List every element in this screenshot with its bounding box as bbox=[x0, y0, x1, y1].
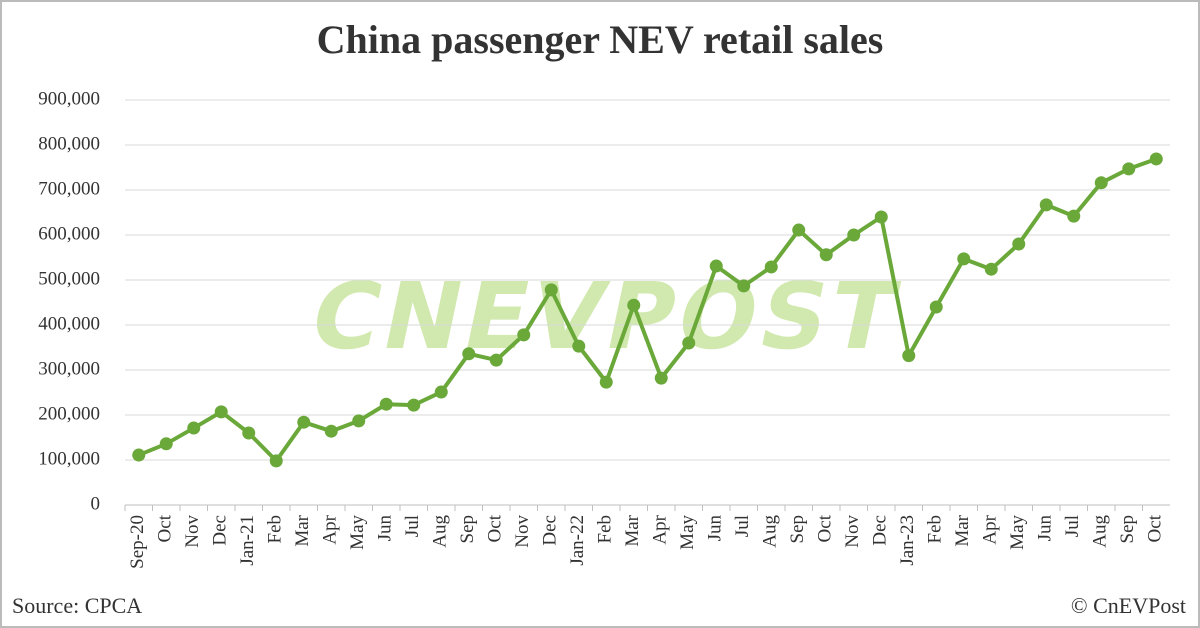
x-tick-label: Apr bbox=[980, 514, 1001, 544]
data-point bbox=[902, 349, 916, 363]
x-tick-label: Feb bbox=[595, 515, 616, 544]
x-tick-label: Mar bbox=[622, 514, 643, 546]
x-tick-label: Sep bbox=[787, 515, 808, 544]
x-tick-label: Nov bbox=[512, 515, 533, 548]
data-point bbox=[874, 210, 888, 224]
chart-title: China passenger NEV retail sales bbox=[317, 17, 884, 62]
data-point bbox=[242, 426, 256, 440]
y-tick-label: 0 bbox=[91, 493, 101, 514]
x-tick-label: Feb bbox=[925, 515, 946, 544]
x-tick-label: Nov bbox=[182, 515, 203, 548]
x-tick-label: Jan-23 bbox=[897, 515, 918, 566]
data-point bbox=[819, 248, 833, 262]
x-tick-label: Sep bbox=[1117, 515, 1138, 544]
data-point bbox=[324, 424, 338, 438]
x-tick-label: Jan-22 bbox=[567, 515, 588, 566]
data-point bbox=[517, 328, 531, 342]
data-point bbox=[682, 336, 696, 350]
data-point bbox=[434, 385, 448, 399]
x-tick-label: Jul bbox=[732, 515, 753, 537]
x-tick-label: Apr bbox=[320, 514, 341, 544]
data-point bbox=[269, 454, 283, 468]
x-tick-label: May bbox=[1007, 515, 1028, 550]
y-tick-label: 100,000 bbox=[38, 448, 100, 469]
y-tick-label: 300,000 bbox=[38, 358, 100, 379]
data-point bbox=[1012, 237, 1026, 251]
x-tick-label: Oct bbox=[1145, 514, 1166, 542]
x-tick-label: Aug bbox=[760, 515, 781, 548]
data-point bbox=[957, 252, 971, 266]
y-tick-label: 900,000 bbox=[38, 88, 100, 109]
x-tick-label: Mar bbox=[292, 514, 313, 546]
data-point bbox=[407, 398, 421, 412]
x-tick-label: May bbox=[347, 515, 368, 550]
x-tick-label: Jan-21 bbox=[237, 515, 258, 566]
x-tick-label: Jun bbox=[705, 515, 726, 542]
x-tick-label: Dec bbox=[870, 515, 891, 546]
y-tick-label: 500,000 bbox=[38, 268, 100, 289]
y-tick-label: 600,000 bbox=[38, 223, 100, 244]
data-point bbox=[792, 223, 806, 237]
x-tick-label: Jun bbox=[1035, 515, 1056, 542]
y-tick-label: 400,000 bbox=[38, 313, 100, 334]
x-tick-label: Nov bbox=[842, 515, 863, 548]
data-point bbox=[544, 283, 558, 297]
x-tick-label: Feb bbox=[265, 515, 286, 544]
x-tick-label: May bbox=[677, 515, 698, 550]
data-point bbox=[627, 298, 641, 312]
x-tick-label: Jun bbox=[375, 515, 396, 542]
data-point bbox=[984, 262, 998, 276]
data-point bbox=[572, 339, 586, 353]
data-point bbox=[132, 448, 146, 462]
data-point bbox=[1067, 209, 1081, 223]
y-tick-label: 800,000 bbox=[38, 133, 100, 154]
x-tick-label: Aug bbox=[1090, 515, 1111, 548]
x-tick-label: Dec bbox=[540, 515, 561, 546]
data-point bbox=[379, 397, 393, 411]
data-point bbox=[1094, 176, 1108, 190]
x-tick-label: Sep bbox=[457, 515, 478, 544]
x-tick-label: Mar bbox=[952, 514, 973, 546]
x-tick-label: Oct bbox=[155, 514, 176, 542]
data-point bbox=[847, 228, 861, 242]
data-point bbox=[737, 279, 751, 293]
x-tick-label: Jul bbox=[1062, 515, 1083, 537]
x-tick-label: Oct bbox=[815, 514, 836, 542]
x-tick-label: Oct bbox=[485, 514, 506, 542]
y-tick-label: 700,000 bbox=[38, 178, 100, 199]
data-point bbox=[654, 371, 668, 385]
x-tick-label: Jul bbox=[402, 515, 423, 537]
data-point bbox=[187, 421, 201, 435]
data-point bbox=[489, 353, 503, 367]
data-point bbox=[709, 259, 723, 273]
data-point bbox=[1039, 198, 1053, 212]
data-point bbox=[764, 260, 778, 274]
x-tick-label: Aug bbox=[430, 515, 451, 548]
data-point bbox=[214, 405, 228, 419]
x-tick-label: Apr bbox=[650, 514, 671, 544]
data-point bbox=[929, 300, 943, 314]
copyright: © CnEVPost bbox=[1071, 593, 1186, 618]
watermark: CNEVPOST bbox=[302, 263, 910, 370]
data-point bbox=[599, 375, 613, 389]
x-tick-label: Dec bbox=[210, 515, 231, 546]
data-point bbox=[159, 437, 173, 451]
data-point bbox=[352, 414, 366, 428]
data-point bbox=[1149, 152, 1163, 166]
y-tick-label: 200,000 bbox=[38, 403, 100, 424]
source: Source: CPCA bbox=[12, 593, 142, 618]
data-point bbox=[462, 347, 476, 361]
data-point bbox=[297, 415, 311, 429]
data-point bbox=[1122, 162, 1136, 176]
x-tick-label: Sep-20 bbox=[127, 515, 148, 569]
